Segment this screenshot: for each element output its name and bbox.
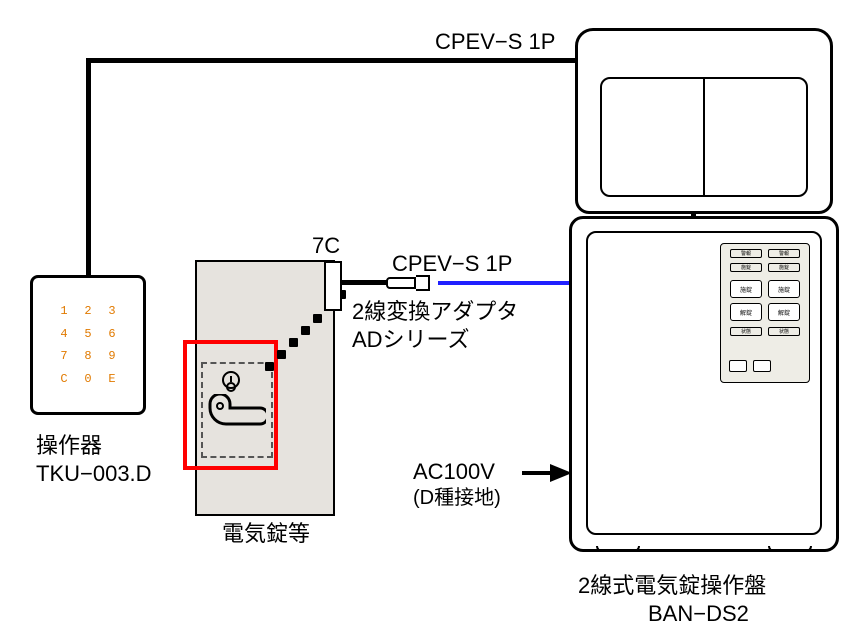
kp-key: 5 — [80, 325, 96, 344]
control-panel: 警報警報 施錠施錠 施錠施錠 解錠解錠 状態状態 — [575, 28, 833, 552]
kp-key: 3 — [104, 302, 120, 321]
kp-key: 7 — [56, 347, 72, 366]
kp-key: 9 — [104, 347, 120, 366]
connector-7c — [324, 261, 342, 311]
label-cpev-mid: CPEV−S 1P — [392, 250, 512, 278]
dotted-conn — [265, 290, 361, 386]
keypad-device: 1 2 3 4 5 6 7 8 9 C 0 E — [30, 275, 146, 415]
wire-blue — [438, 281, 578, 285]
ind-label: 施錠 — [768, 263, 800, 272]
kp-key: 0 — [80, 370, 96, 389]
label-ac-1: AC100V — [413, 458, 495, 486]
label-ac-2: (D種接地) — [413, 486, 501, 511]
label-cpev-top: CPEV−S 1P — [435, 28, 555, 56]
kp-key: 1 — [56, 302, 72, 321]
panel-chip — [753, 360, 771, 372]
kp-key: 6 — [104, 325, 120, 344]
label-door: 電気錠等 — [222, 520, 310, 548]
ind-label: 警報 — [730, 249, 762, 258]
ind-label: 状態 — [730, 327, 762, 336]
kp-key: 8 — [80, 347, 96, 366]
label-adapter-1: 2線変換アダプタ — [352, 298, 518, 326]
label-panel-1: 2線式電気錠操作盤 — [578, 572, 766, 600]
panel-btn: 解錠 — [768, 303, 800, 321]
wire-top-vert — [86, 58, 91, 276]
ind-label: 施錠 — [730, 263, 762, 272]
kp-key: 4 — [56, 325, 72, 344]
panel-controls: 警報警報 施錠施錠 施錠施錠 解錠解錠 状態状態 — [720, 243, 810, 383]
kp-key: 2 — [80, 302, 96, 321]
ind-label: 状態 — [768, 327, 800, 336]
lock-highlight — [183, 340, 278, 470]
panel-chip — [729, 360, 747, 372]
panel-btn: 施錠 — [730, 280, 762, 298]
ind-label: 警報 — [768, 249, 800, 258]
kp-key: C — [56, 370, 72, 389]
label-panel-2: BAN−DS2 — [648, 600, 749, 628]
label-7c: 7C — [312, 232, 340, 260]
label-keypad-2: TKU−003.D — [36, 460, 152, 488]
label-keypad-1: 操作器 — [36, 432, 102, 460]
label-adapter-2: ADシリーズ — [352, 326, 469, 354]
keypad-keys: 1 2 3 4 5 6 7 8 9 C 0 E — [56, 302, 120, 388]
panel-btn: 施錠 — [768, 280, 800, 298]
wiring-diagram: 1 2 3 4 5 6 7 8 9 C 0 E — [0, 0, 850, 626]
kp-key: E — [104, 370, 120, 389]
panel-btn: 解錠 — [730, 303, 762, 321]
